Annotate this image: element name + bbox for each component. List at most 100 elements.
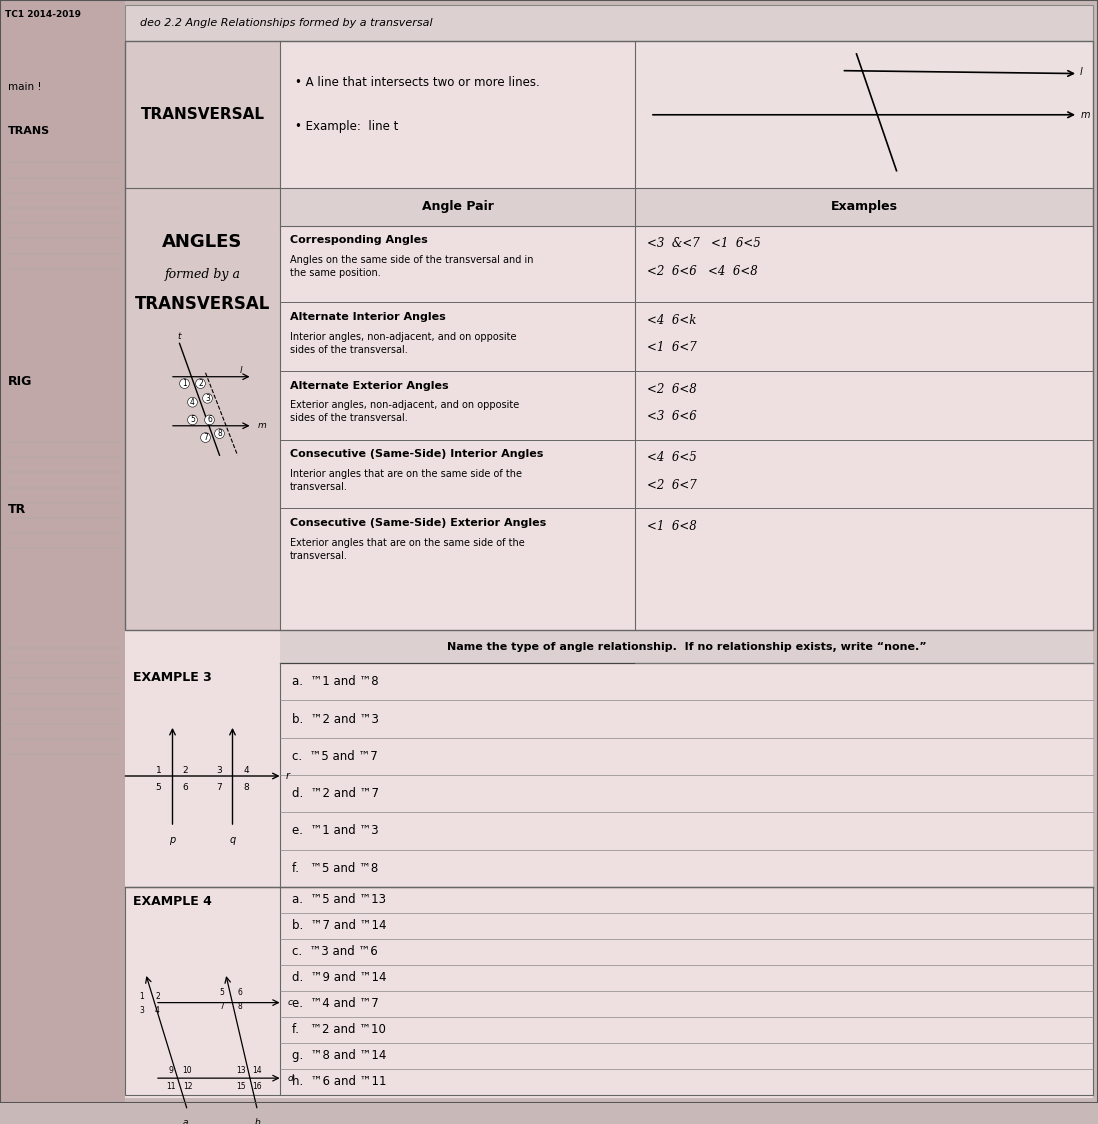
Text: TRANSVERSAL: TRANSVERSAL [135, 296, 270, 314]
Text: f.   ™5 and ™8: f. ™5 and ™8 [292, 862, 378, 874]
Text: 2: 2 [198, 379, 203, 388]
Text: 4: 4 [190, 398, 195, 407]
Text: p: p [169, 835, 176, 845]
Text: <4  6<5: <4 6<5 [647, 451, 697, 464]
Text: 2: 2 [155, 992, 160, 1001]
Text: 6: 6 [237, 988, 242, 997]
Text: 5: 5 [220, 988, 224, 997]
Bar [125, 4, 1093, 42]
Text: f.   ™2 and ™10: f. ™2 and ™10 [292, 1023, 385, 1036]
Text: r: r [285, 771, 290, 781]
Text: Alternate Exterior Angles: Alternate Exterior Angles [290, 381, 449, 391]
Text: c.  ™3 and ™6: c. ™3 and ™6 [292, 945, 378, 959]
Text: 8: 8 [244, 783, 249, 792]
Text: <2  6<6   <4  6<8: <2 6<6 <4 6<8 [647, 265, 758, 278]
Text: Angle Pair: Angle Pair [422, 200, 493, 214]
Text: a.  ™5 and ™13: a. ™5 and ™13 [292, 894, 386, 906]
Bar [280, 629, 1093, 663]
Text: Examples: Examples [830, 200, 897, 214]
Text: 3: 3 [216, 765, 223, 774]
Text: 6: 6 [182, 783, 189, 792]
Text: 6: 6 [208, 416, 212, 425]
Text: Name the type of angle relationship.  If no relationship exists, write “none.”: Name the type of angle relationship. If … [447, 642, 927, 652]
Text: formed by a: formed by a [165, 269, 240, 281]
Text: <2  6<7: <2 6<7 [647, 479, 697, 491]
Text: a.  ™1 and ™8: a. ™1 and ™8 [292, 676, 379, 688]
Text: e.  ™1 and ™3: e. ™1 and ™3 [292, 824, 379, 837]
Text: <1  6<7: <1 6<7 [647, 342, 697, 354]
Text: 8: 8 [217, 429, 222, 438]
Text: <4  6<k: <4 6<k [647, 314, 696, 327]
Text: Interior angles that are on the same side of the
transversal.: Interior angles that are on the same sid… [290, 469, 522, 492]
Text: Interior angles, non-adjacent, and on opposite
sides of the transversal.: Interior angles, non-adjacent, and on op… [290, 332, 516, 355]
Text: 4: 4 [155, 1006, 160, 1015]
Text: m: m [1082, 110, 1090, 120]
Text: main !: main ! [8, 82, 42, 92]
Text: d.  ™2 and ™7: d. ™2 and ™7 [292, 787, 379, 800]
Text: ANGLES: ANGLES [163, 234, 243, 252]
Text: Alternate Interior Angles: Alternate Interior Angles [290, 312, 446, 321]
Bar [0, 0, 125, 1103]
Text: 1: 1 [156, 765, 161, 774]
Text: <2  6<8: <2 6<8 [647, 382, 697, 396]
Text: 11: 11 [166, 1081, 176, 1090]
Text: l: l [239, 365, 242, 374]
Text: TR: TR [8, 502, 26, 516]
Text: <3  &<7   <1  6<5: <3 &<7 <1 6<5 [647, 237, 761, 251]
Text: c.  ™5 and ™7: c. ™5 and ™7 [292, 750, 378, 763]
Text: 12: 12 [182, 1081, 192, 1090]
Text: TRANS: TRANS [8, 127, 51, 136]
Text: 8: 8 [237, 1001, 242, 1012]
Text: TRANSVERSAL: TRANSVERSAL [141, 107, 265, 123]
Text: d: d [288, 1073, 293, 1082]
Bar [125, 4, 1093, 1098]
Text: 1: 1 [139, 992, 144, 1001]
Text: 7: 7 [203, 433, 208, 442]
Text: b: b [255, 1118, 260, 1124]
Text: b.  ™7 and ™14: b. ™7 and ™14 [292, 919, 386, 932]
Text: g.  ™8 and ™14: g. ™8 and ™14 [292, 1050, 386, 1062]
Text: e.  ™4 and ™7: e. ™4 and ™7 [292, 997, 379, 1010]
Text: Consecutive (Same-Side) Interior Angles: Consecutive (Same-Side) Interior Angles [290, 450, 544, 460]
Bar [635, 42, 1093, 189]
Text: h.  ™6 and ™11: h. ™6 and ™11 [292, 1076, 386, 1088]
Text: Exterior angles that are on the same side of the
transversal.: Exterior angles that are on the same sid… [290, 537, 525, 561]
Text: 13: 13 [237, 1066, 246, 1075]
Text: <1  6<8: <1 6<8 [647, 520, 697, 533]
Text: • Example:  line t: • Example: line t [295, 119, 399, 133]
Text: 7: 7 [220, 1001, 224, 1012]
Text: a: a [182, 1118, 188, 1124]
Text: 5: 5 [190, 416, 195, 425]
Text: 5: 5 [156, 783, 161, 792]
Text: deo 2.2 Angle Relationships formed by a transversal: deo 2.2 Angle Relationships formed by a … [141, 18, 433, 28]
Text: m: m [258, 422, 266, 430]
Bar [125, 42, 1093, 629]
Text: l: l [1080, 66, 1083, 76]
Text: TC1 2014-2019: TC1 2014-2019 [5, 10, 81, 19]
Text: Angles on the same side of the transversal and in
the same position.: Angles on the same side of the transvers… [290, 255, 534, 279]
Text: 10: 10 [182, 1066, 192, 1075]
Text: b.  ™2 and ™3: b. ™2 and ™3 [292, 713, 379, 726]
Text: EXAMPLE 3: EXAMPLE 3 [133, 671, 212, 685]
Text: Corresponding Angles: Corresponding Angles [290, 235, 428, 245]
Text: 15: 15 [237, 1081, 246, 1090]
Text: Exterior angles, non-adjacent, and on opposite
sides of the transversal.: Exterior angles, non-adjacent, and on op… [290, 400, 519, 424]
Text: RIG: RIG [8, 375, 32, 388]
Text: 2: 2 [182, 765, 189, 774]
Text: 3: 3 [205, 393, 210, 402]
Text: 16: 16 [253, 1081, 262, 1090]
Text: 9: 9 [168, 1066, 173, 1075]
Text: 4: 4 [244, 765, 249, 774]
Text: c: c [288, 998, 292, 1007]
Text: 14: 14 [253, 1066, 262, 1075]
Text: Consecutive (Same-Side) Exterior Angles: Consecutive (Same-Side) Exterior Angles [290, 518, 546, 528]
Text: t: t [178, 333, 181, 342]
Text: d.  ™9 and ™14: d. ™9 and ™14 [292, 971, 386, 985]
Text: EXAMPLE 4: EXAMPLE 4 [133, 895, 212, 908]
Bar [125, 887, 1093, 1095]
Text: q: q [229, 835, 236, 845]
Text: 1: 1 [182, 379, 187, 388]
Text: 7: 7 [216, 783, 223, 792]
Text: • A line that intersects two or more lines.: • A line that intersects two or more lin… [295, 75, 540, 89]
Bar [125, 42, 280, 629]
